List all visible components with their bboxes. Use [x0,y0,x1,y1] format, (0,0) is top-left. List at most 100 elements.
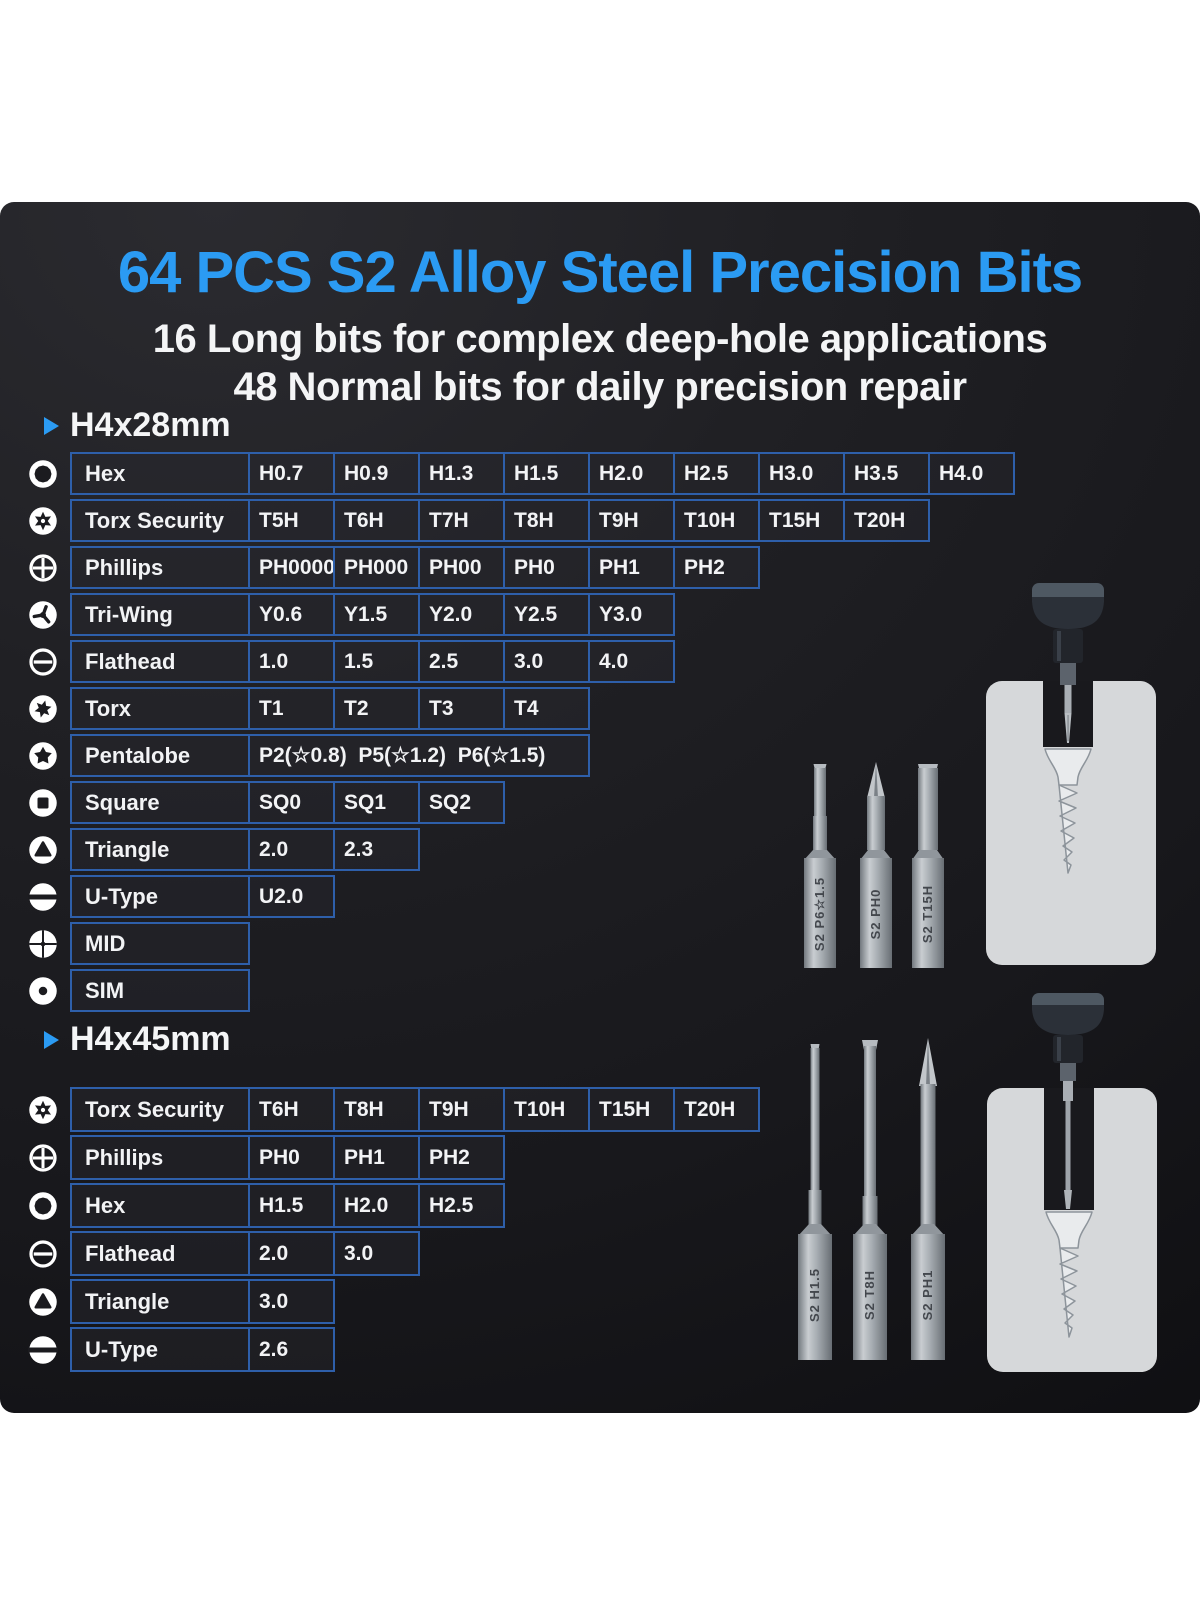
spec-value-cell: Y0.6 [248,595,333,634]
spec-table-h4x28mm: Hex H0.7 H0.9 H1.3 H1.5 H2.0 H2.5 H3.0 H3.5 H4.0 T… [28,452,1015,1016]
section-header-h4x45mm: H4x45mm [44,1020,231,1059]
screwdriver [1032,583,1104,743]
bit-hex-h1-5-long: S2 H1.5 [798,1044,832,1360]
spec-row-box: Flathead 1.0 1.5 2.5 3.0 4.0 [70,640,675,683]
spec-value-cell: H1.5 [248,1185,333,1226]
bit-phillips-ph0: S2 PH0 [860,762,892,968]
spec-row-label: SIM [85,978,125,1003]
spec-row: Triangle 3.0 [28,1279,760,1324]
svg-text:S2 PH1: S2 PH1 [920,1270,935,1321]
spec-row: Torx Security T6H T8H T9H T10H T15H T20H [28,1087,760,1132]
spec-value-cell: T1 [248,689,333,728]
subtitle-line-2: 48 Normal bits for daily precision repai… [233,365,967,409]
screw-drawing [1044,748,1092,874]
page-title: 64 PCS S2 Alloy Steel Precision Bits [117,240,1083,305]
spec-row-box: Triangle 3.0 [70,1279,335,1324]
spec-value-cell: H4.0 [928,454,1013,493]
svg-text:S2 T15H: S2 T15H [920,885,935,943]
spec-row-label: Triangle [85,1289,170,1314]
torx-security-icon [28,1095,58,1125]
spec-row: Square SQ0 SQ1 SQ2 [28,781,1015,824]
spec-row-box: Flathead 2.0 3.0 [70,1231,420,1276]
spec-row-label: Hex [85,461,126,486]
section-header-h4x28mm: H4x28mm [44,406,231,445]
spec-value-cell: PH2 [673,548,758,587]
spec-value-cell: T6H [333,501,418,540]
tri-wing-icon [28,600,58,630]
spec-value-cell: T9H [588,501,673,540]
spec-row-box: Hex H1.5 H2.0 H2.5 [70,1183,505,1228]
spec-value-cell: H0.7 [248,454,333,493]
screwdriver [1032,993,1104,1209]
bit-torx-t15h: S2 T15H [912,764,944,968]
subtitle-line-1: 16 Long bits for complex deep-hole appli… [152,317,1048,361]
spec-row-label: Tri-Wing [85,602,173,627]
short-bits-photo: S2 P6☆1.5 S2 PH0 S2 T15H [792,756,952,973]
spec-value-cell: PH2 [418,1137,503,1178]
spec-row-box: U-Type 2.6 [70,1327,335,1372]
spec-row-label: Square [85,790,160,815]
spec-value-cell: T6H [248,1089,333,1130]
spec-row: Pentalobe P2(☆0.8) P5(☆1.2) P6(☆1.5) [28,734,1015,777]
spec-value-cell: H2.0 [588,454,673,493]
spec-value-cell: SQ1 [333,783,418,822]
spec-row-label: Pentalobe [85,743,191,768]
spec-row-label: Phillips [85,1145,164,1170]
spec-row-box: Torx T1 T2 T3 T4 [70,687,590,730]
spec-row-label: Phillips [85,555,164,580]
spec-value-cell: PH0 [503,548,588,587]
spec-value-cell: Y3.0 [588,595,673,634]
spec-row: Flathead 1.0 1.5 2.5 3.0 4.0 [28,640,1015,683]
spec-value-cell: Y2.5 [503,595,588,634]
spec-merged-values: P2(☆0.8) P5(☆1.2) P6(☆1.5) [248,736,588,775]
spec-row-box: Phillips PH0000 PH000 PH00 PH0 PH1 PH2 [70,546,760,589]
spec-value-cell: T20H [673,1089,758,1130]
spec-value-cell: T20H [843,501,928,540]
hex-icon [28,459,58,489]
spec-value-cell: T7H [418,501,503,540]
spec-row-box: Square SQ0 SQ1 SQ2 [70,781,505,824]
spec-row-label: Flathead [85,649,176,674]
arrow-right-icon [44,416,59,435]
phillips-icon [28,1143,58,1173]
spec-row-label: Torx Security [85,1097,224,1122]
spec-value-cell: 4.0 [588,642,673,681]
spec-value-cell: H1.5 [503,454,588,493]
sim-icon [28,976,58,1006]
spec-value-cell: T15H [758,501,843,540]
spec-row: Phillips PH0 PH1 PH2 [28,1135,760,1180]
spec-row: Flathead 2.0 3.0 [28,1231,760,1276]
torx-security-icon [28,506,58,536]
hex-icon [28,1191,58,1221]
spec-value-cell: T5H [248,501,333,540]
spec-value-cell: T4 [503,689,588,728]
spec-value-cell: Y1.5 [333,595,418,634]
spec-row: U-Type U2.0 [28,875,1015,918]
spec-value-cell: 1.0 [248,642,333,681]
spec-value-cell: 2.0 [248,830,333,869]
spec-table-h4x45mm: Torx Security T6H T8H T9H T10H T15H T20H Philli… [28,1087,760,1375]
spec-value-cell: 3.0 [248,1281,333,1322]
short-bit-demo-illustration [975,575,1165,975]
spec-value-cell: PH000 [333,548,418,587]
spec-row-box: Tri-Wing Y0.6 Y1.5 Y2.0 Y2.5 Y3.0 [70,593,675,636]
spec-value-cell: PH00 [418,548,503,587]
spec-row: SIM [28,969,1015,1012]
spec-value-cell: 1.5 [333,642,418,681]
torx-icon [28,694,58,724]
spec-value-cell: 2.5 [418,642,503,681]
spec-value-cell: H3.5 [843,454,928,493]
screw-drawing [1045,1211,1093,1338]
spec-row-label: U-Type [85,884,158,909]
svg-text:S2 T8H: S2 T8H [862,1270,877,1320]
svg-text:S2 P6☆1.5: S2 P6☆1.5 [812,877,827,951]
spec-value-cell: T8H [503,501,588,540]
bit-torx-t8h-long: S2 T8H [853,1040,887,1360]
spec-value-cell: T10H [503,1089,588,1130]
bit-pentalobe-p6: S2 P6☆1.5 [804,764,836,968]
spec-value-cell: PH0 [248,1137,333,1178]
spec-row-box: Torx Security T6H T8H T9H T10H T15H T20H [70,1087,760,1132]
spec-value-cell: SQ0 [248,783,333,822]
spec-value-cell: H1.3 [418,454,503,493]
spec-row-box: Hex H0.7 H0.9 H1.3 H1.5 H2.0 H2.5 H3.0 H3.5 H4.0 [70,452,1015,495]
